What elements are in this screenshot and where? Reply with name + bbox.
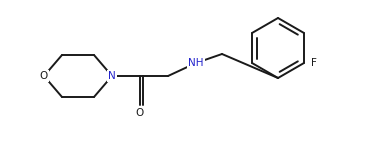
Text: O: O bbox=[40, 71, 48, 81]
Text: N: N bbox=[108, 71, 116, 81]
Text: O: O bbox=[136, 108, 144, 118]
Text: NH: NH bbox=[188, 58, 204, 68]
Text: F: F bbox=[311, 58, 317, 68]
